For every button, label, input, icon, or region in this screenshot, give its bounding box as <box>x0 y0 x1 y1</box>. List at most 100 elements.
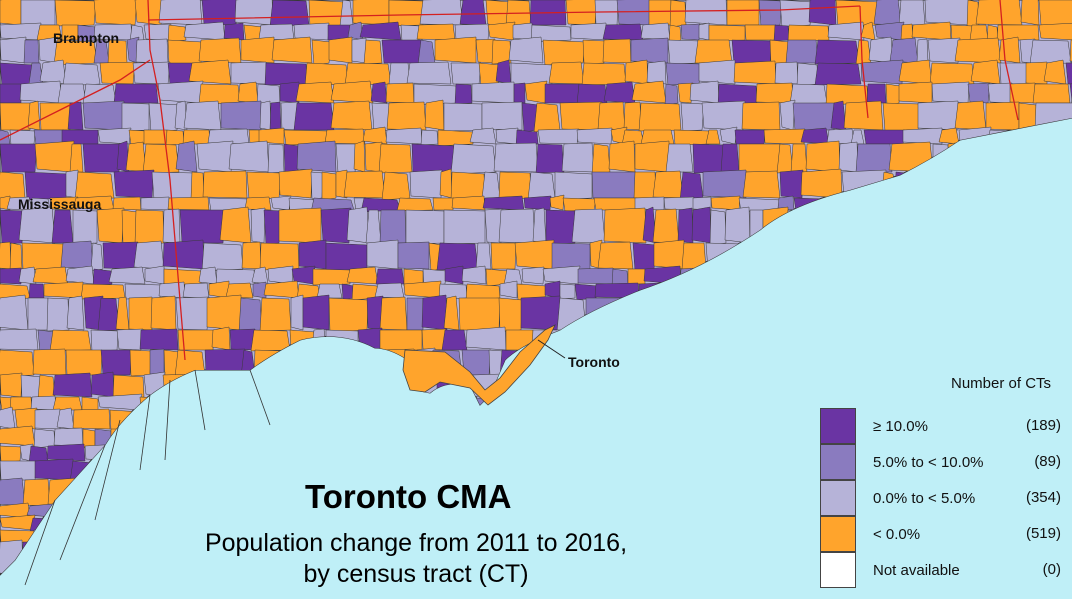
census-tract <box>267 265 294 285</box>
census-tract <box>362 126 388 145</box>
census-tract <box>490 242 517 270</box>
census-tract <box>570 22 607 41</box>
census-tract <box>0 445 22 463</box>
census-tract <box>1029 39 1072 65</box>
census-tract <box>465 283 501 301</box>
census-tract <box>582 39 606 65</box>
census-tract <box>458 297 501 331</box>
census-tract <box>293 22 330 41</box>
census-tract <box>454 83 473 105</box>
census-tract <box>868 36 894 64</box>
census-tract <box>545 209 576 245</box>
legend-item-na: Not available (0) <box>820 552 1065 588</box>
census-tract <box>90 242 104 272</box>
census-tract <box>32 266 69 285</box>
census-tract <box>576 127 613 145</box>
census-tract <box>21 242 65 271</box>
census-tract <box>52 396 83 411</box>
census-tract <box>999 62 1028 85</box>
census-tract <box>602 23 644 41</box>
census-tract <box>498 297 523 333</box>
census-tract <box>346 206 370 244</box>
legend-swatch-na <box>820 552 856 588</box>
census-tract <box>39 59 67 85</box>
census-tract <box>230 61 267 85</box>
census-tract <box>634 140 670 173</box>
census-tract <box>320 207 352 244</box>
subtitle-line-1: Population change from 2011 to 2016, <box>204 529 628 557</box>
census-tract <box>985 101 1020 131</box>
census-tract <box>0 425 36 447</box>
census-tract <box>432 197 455 211</box>
census-tract <box>1032 83 1071 104</box>
census-tract <box>396 197 434 212</box>
census-tract <box>638 102 682 132</box>
census-tract <box>295 81 335 104</box>
census-tract <box>424 99 445 131</box>
census-tract <box>183 100 222 131</box>
census-tract <box>379 329 423 351</box>
census-tract <box>90 371 115 398</box>
census-tract <box>559 101 603 131</box>
census-tract <box>561 142 595 173</box>
census-tract <box>351 37 367 64</box>
legend-label: Not available <box>873 562 960 579</box>
census-tract <box>278 168 313 199</box>
census-tract <box>652 170 684 199</box>
census-tract <box>57 83 87 104</box>
census-tract <box>755 82 794 104</box>
census-tract <box>167 39 203 66</box>
census-tract <box>92 268 113 287</box>
legend-count: (354) <box>1025 489 1061 506</box>
census-tract <box>270 195 292 211</box>
census-tract <box>551 242 591 271</box>
census-tract <box>523 195 552 211</box>
census-tract <box>151 171 195 200</box>
census-tract <box>838 141 859 173</box>
census-tract <box>246 171 282 200</box>
census-tract <box>271 36 313 64</box>
census-tract <box>487 21 516 41</box>
census-tract <box>343 170 386 199</box>
census-tract <box>559 283 576 300</box>
census-tract <box>241 241 262 270</box>
census-tract <box>56 407 75 430</box>
census-tract <box>776 143 794 174</box>
census-tract <box>250 207 266 244</box>
census-tract <box>366 239 399 270</box>
census-tract <box>374 282 405 299</box>
census-tract <box>0 460 37 481</box>
census-tract <box>900 23 914 41</box>
census-tract <box>916 38 929 64</box>
census-tract <box>388 62 411 85</box>
census-tract <box>328 297 369 333</box>
census-tract <box>263 209 282 245</box>
census-tract <box>0 294 29 331</box>
census-tract <box>9 129 36 146</box>
census-tract <box>0 328 39 351</box>
census-tract <box>465 326 507 351</box>
census-tract <box>67 101 84 131</box>
census-tract <box>201 0 239 26</box>
census-tract <box>405 209 445 245</box>
census-tract <box>143 23 172 41</box>
census-tract <box>406 297 424 331</box>
census-tract <box>512 22 533 41</box>
census-tract <box>724 206 751 244</box>
census-tract <box>513 82 526 104</box>
census-tract <box>259 100 272 131</box>
census-tract <box>763 128 806 145</box>
census-tract <box>0 477 26 507</box>
census-tract <box>873 0 902 26</box>
census-tract <box>66 295 85 331</box>
legend-label: 5.0% to < 10.0% <box>873 454 984 471</box>
census-tract <box>65 349 103 376</box>
census-tract <box>929 62 975 86</box>
subtitle-line-2: by census tract (CT) <box>303 560 529 588</box>
census-tract <box>524 80 548 104</box>
legend-label: < 0.0% <box>873 526 921 543</box>
census-tract <box>481 101 523 131</box>
census-tract <box>998 36 1021 64</box>
census-tract <box>175 140 198 173</box>
census-tract <box>954 37 1002 64</box>
